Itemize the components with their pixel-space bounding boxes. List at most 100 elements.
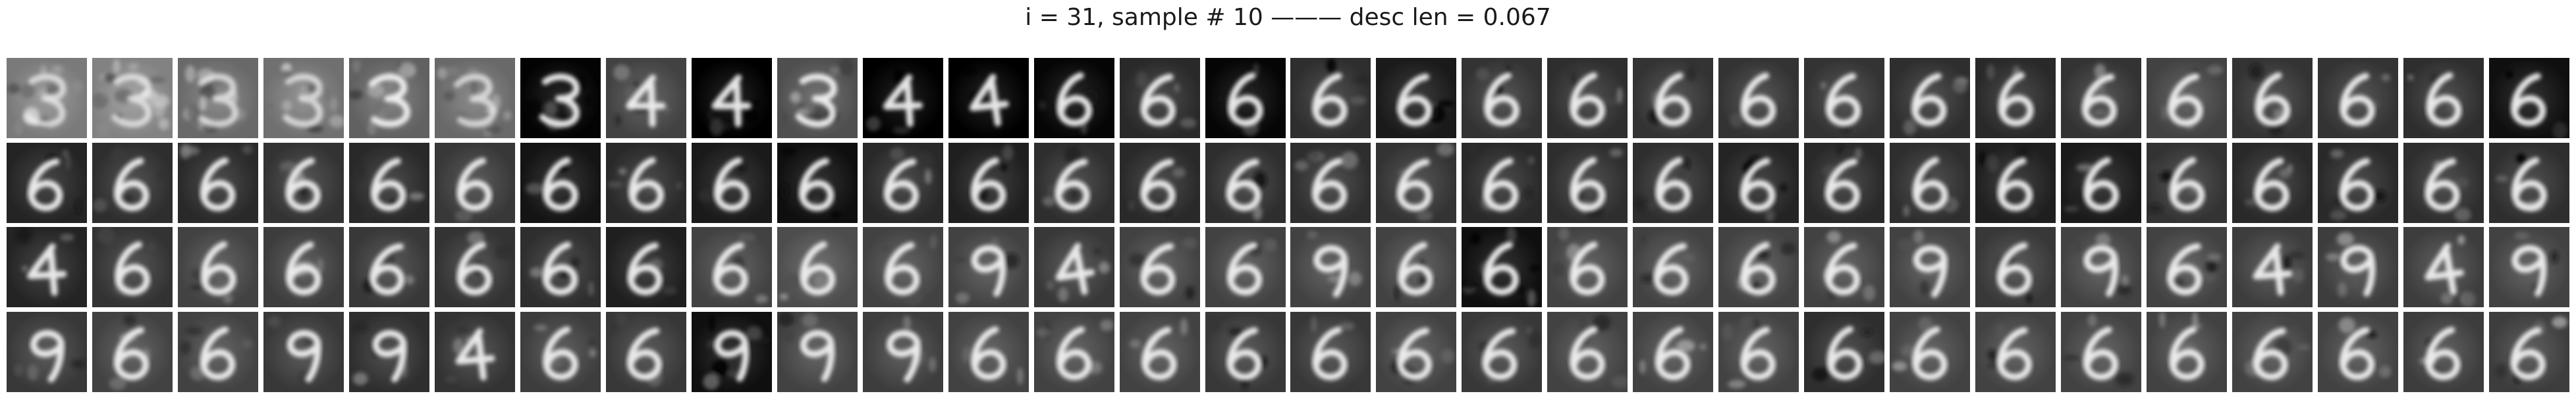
digit-stroke <box>1911 326 1948 380</box>
noise-blobs <box>1136 71 1197 128</box>
digit-tile <box>2147 312 2227 392</box>
digit-image <box>1462 227 1542 307</box>
digit-stroke <box>200 157 236 211</box>
noise-blobs <box>1571 71 1623 106</box>
digit-image <box>1205 227 1286 307</box>
digit-tile <box>1975 227 2056 307</box>
digit-stroke <box>1655 157 1691 211</box>
digit-image <box>2147 58 2227 138</box>
digit-stroke <box>543 326 578 380</box>
digit-image <box>692 312 772 392</box>
digit-image <box>349 58 429 138</box>
digit-image <box>520 143 601 223</box>
digit-tile <box>2489 58 2569 138</box>
digit-tile <box>2061 143 2141 223</box>
digit-tile <box>520 58 601 138</box>
digit-image <box>92 312 173 392</box>
digit-tile <box>2318 227 2398 307</box>
digit-tile <box>1975 58 2056 138</box>
digit-tile <box>948 143 1029 223</box>
digit-image <box>1120 58 1200 138</box>
digit-image <box>435 227 515 307</box>
noise-blobs <box>2172 253 2222 287</box>
digit-image <box>692 143 772 223</box>
digit-stroke <box>1825 73 1861 126</box>
digit-image <box>2318 312 2398 392</box>
digit-image <box>435 58 515 138</box>
digit-tile <box>1890 58 1970 138</box>
digit-image <box>692 227 772 307</box>
digit-stroke <box>798 158 834 211</box>
digit-stroke <box>2339 327 2374 380</box>
digit-stroke <box>711 74 752 128</box>
digit-image <box>2061 143 2141 223</box>
digit-stroke <box>1312 72 1348 127</box>
digit-image <box>2489 143 2569 223</box>
digit-tile <box>7 58 87 138</box>
digit-tile <box>1462 312 1542 392</box>
digit-stroke <box>1056 72 1093 126</box>
digit-tile <box>1376 143 1456 223</box>
digit-stroke <box>2254 157 2289 212</box>
digit-image <box>92 143 173 223</box>
digit-image <box>777 143 858 223</box>
noise-blobs <box>1042 146 1082 207</box>
digit-image <box>263 143 344 223</box>
digit-stroke <box>1912 157 1948 211</box>
digit-stroke <box>887 330 921 383</box>
digit-image <box>606 227 686 307</box>
digit-tile <box>520 143 601 223</box>
digit-stroke <box>2339 158 2374 211</box>
digit-tile <box>948 58 1029 138</box>
digit-stroke <box>1226 242 1262 295</box>
digit-image <box>2232 312 2313 392</box>
noise-blobs <box>358 165 425 221</box>
digit-tile <box>2147 227 2227 307</box>
digit-tile <box>692 143 772 223</box>
digit-tile <box>2061 312 2141 392</box>
digit-stroke <box>1570 72 1605 126</box>
digit-tile <box>7 143 87 223</box>
digit-image <box>1975 312 2056 392</box>
digit-stroke <box>2168 73 2203 126</box>
digit-stroke <box>287 330 321 383</box>
digit-image <box>863 58 943 138</box>
digit-tile <box>2489 143 2569 223</box>
digit-image <box>7 227 87 307</box>
digit-tile <box>1034 143 1114 223</box>
digit-tile <box>2489 227 2569 307</box>
digit-image <box>1376 58 1456 138</box>
digit-stroke <box>1312 326 1348 381</box>
digit-stroke <box>1226 327 1262 380</box>
digit-image <box>1034 143 1114 223</box>
digit-image <box>2403 143 2484 223</box>
digit-image <box>92 58 173 138</box>
digit-stroke <box>713 157 750 211</box>
digit-image <box>1718 227 1799 307</box>
digit-tile <box>2232 312 2313 392</box>
noise-blobs <box>1046 247 1110 303</box>
digit-stroke <box>1825 242 1861 295</box>
digit-tile <box>2147 143 2227 223</box>
digit-stroke <box>2425 243 2464 295</box>
digit-image <box>1718 312 1799 392</box>
noise-blobs <box>92 59 170 137</box>
digit-stroke <box>1141 326 1177 381</box>
digit-tile <box>1205 143 1286 223</box>
figure-title: i = 31, sample # 10 ——— desc len = 0.067 <box>1025 4 1551 31</box>
digit-stroke <box>2167 243 2202 295</box>
digit-tile <box>435 227 515 307</box>
digit-tile <box>692 312 772 392</box>
digit-image <box>692 58 772 138</box>
digit-stroke <box>626 74 666 128</box>
digit-tile <box>435 143 515 223</box>
digit-tile <box>435 312 515 392</box>
digit-image <box>1034 312 1114 392</box>
digit-tile <box>349 143 429 223</box>
digit-tile <box>1462 58 1542 138</box>
noise-blobs <box>179 327 253 380</box>
digit-image <box>2061 227 2141 307</box>
digit-tile <box>2061 227 2141 307</box>
digit-stroke <box>2426 72 2462 126</box>
digit-tile <box>2489 312 2569 392</box>
